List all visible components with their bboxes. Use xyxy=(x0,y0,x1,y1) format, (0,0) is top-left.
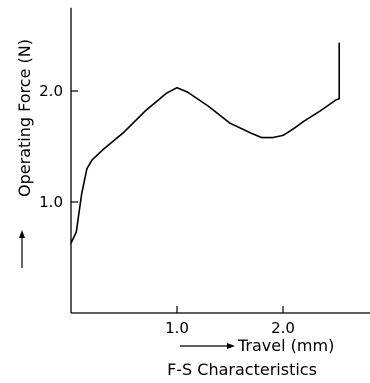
y-axis-label: Operating Force (N) xyxy=(15,39,34,197)
y-axis-label-arrow xyxy=(19,230,25,268)
y-tick-label: 1.0 xyxy=(39,193,63,211)
axes xyxy=(70,7,370,314)
y-tick-label: 2.0 xyxy=(39,82,63,100)
ticks: 1.0 2.0 1.0 2.0 xyxy=(39,82,295,337)
x-tick-label: 2.0 xyxy=(271,319,295,337)
series xyxy=(70,42,340,244)
x-axis-label-arrow xyxy=(180,343,235,349)
force-stroke-curve xyxy=(70,42,340,244)
x-axis-label: Travel (mm) xyxy=(237,336,334,355)
x-tick-label: 1.0 xyxy=(165,319,189,337)
chart-caption: F-S Characteristics xyxy=(167,360,317,379)
